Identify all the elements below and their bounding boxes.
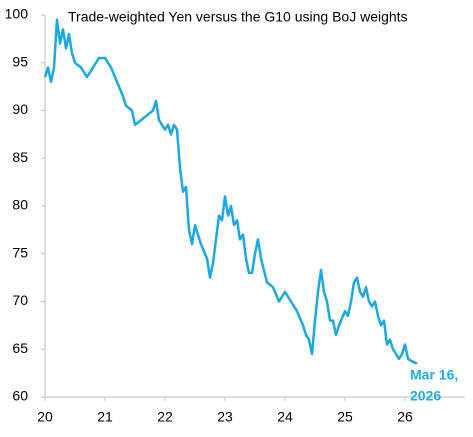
y-tick-label: 65: [12, 340, 28, 356]
y-tick-label: 90: [12, 101, 28, 117]
x-tick-label: 24: [277, 409, 293, 425]
y-tick-label: 75: [12, 244, 28, 260]
x-tick-label: 20: [37, 409, 53, 425]
annotation: Mar 16,: [410, 367, 458, 383]
annotation: 2026: [410, 388, 441, 404]
x-tick-label: 26: [397, 409, 413, 425]
x-tick-label: 23: [217, 409, 233, 425]
y-tick-label: 70: [12, 292, 28, 308]
x-tick-label: 22: [157, 409, 173, 425]
x-tick-label: 21: [97, 409, 113, 425]
y-tick-label: 80: [12, 197, 28, 213]
x-tick-label: 25: [337, 409, 353, 425]
series-line: [43, 18, 418, 365]
chart-title: Trade-weighted Yen versus the G10 using …: [68, 9, 408, 25]
y-tick-label: 60: [12, 388, 28, 404]
y-tick-label: 100: [5, 6, 29, 22]
y-tick-label: 85: [12, 149, 28, 165]
y-tick-label: 95: [12, 53, 28, 69]
